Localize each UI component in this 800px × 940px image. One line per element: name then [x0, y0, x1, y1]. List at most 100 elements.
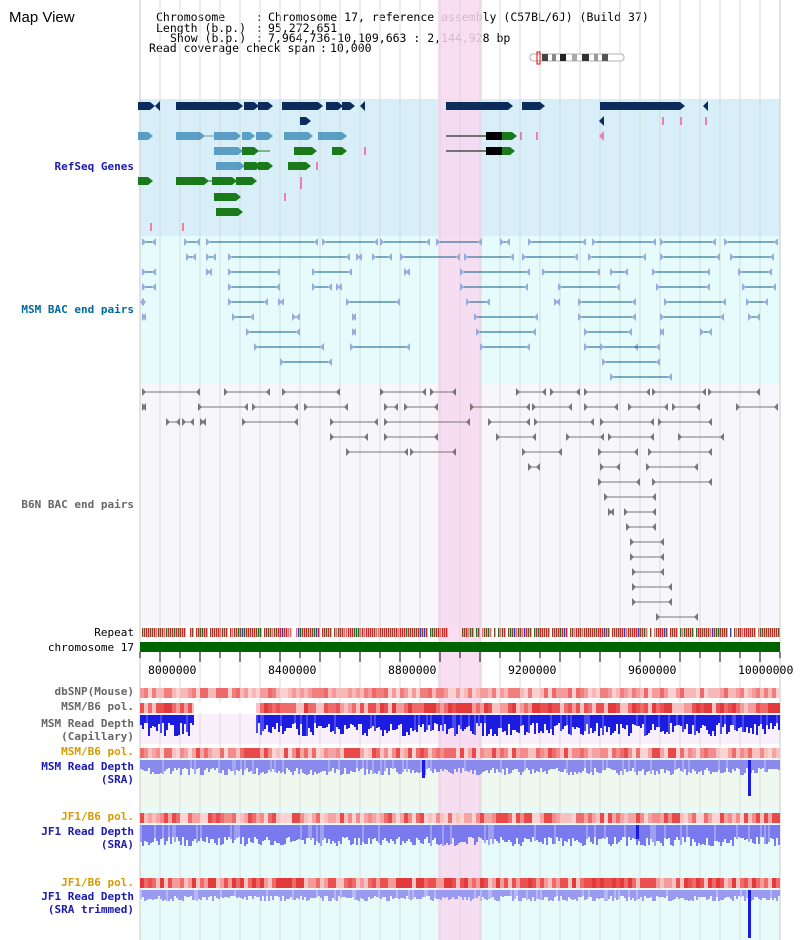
- read-depth-bar: [188, 760, 190, 775]
- polymorphism-cell: [768, 748, 772, 758]
- read-depth-bar: [408, 890, 410, 899]
- polymorphism-cell: [504, 703, 508, 713]
- read-depth-bar: [588, 760, 590, 774]
- polymorphism-cell: [192, 813, 196, 823]
- polymorphism-cell: [440, 748, 444, 758]
- read-depth-bar: [674, 890, 676, 899]
- polymorphism-cell: [632, 813, 636, 823]
- read-depth-bar: [514, 890, 516, 899]
- polymorphism-cell: [452, 813, 456, 823]
- polymorphism-cell: [300, 748, 304, 758]
- bac-end: [630, 553, 634, 561]
- read-depth-bar: [412, 825, 414, 845]
- gene-marker: [284, 193, 286, 201]
- polymorphism-cell: [272, 878, 276, 888]
- chromosome-ideogram[interactable]: [528, 51, 628, 65]
- track-label-msm-b6-pol-1: MSM/B6 pol.: [61, 700, 134, 713]
- polymorphism-cell: [324, 878, 328, 888]
- gene-arrow: [238, 147, 243, 155]
- read-depth-bar: [774, 715, 776, 726]
- read-depth-bar: [144, 890, 146, 901]
- polymorphism-cell: [324, 748, 328, 758]
- read-depth-bar: [692, 825, 694, 839]
- read-depth-bar: [602, 825, 604, 838]
- read-depth-bar: [632, 760, 634, 768]
- read-depth-bar: [362, 890, 364, 899]
- read-depth-bar: [394, 715, 396, 730]
- track-label-jf1-depth-sra-sub: (SRA): [100, 838, 134, 851]
- read-depth-bar: [362, 760, 364, 768]
- read-depth-bar: [410, 760, 412, 773]
- polymorphism-cell: [636, 688, 640, 698]
- polymorphism-cell: [356, 703, 360, 713]
- read-depth-bar: [200, 760, 202, 775]
- polymorphism-cell: [240, 748, 244, 758]
- read-depth-bar: [328, 890, 330, 901]
- read-depth-bar: [600, 890, 602, 898]
- show-label: Show (b.p.): [170, 31, 247, 45]
- polymorphism-cell: [336, 688, 340, 698]
- read-depth-bar: [140, 890, 142, 899]
- repeat-feature: [582, 628, 584, 637]
- read-depth-bar: [234, 825, 236, 840]
- polymorphism-cell: [748, 703, 752, 713]
- polymorphism-cell: [312, 703, 316, 713]
- repeat-feature: [754, 628, 756, 637]
- bac-end: [660, 238, 664, 246]
- read-depth-bar: [520, 760, 522, 775]
- polymorphism-cell: [284, 878, 288, 888]
- polymorphism-cell: [560, 688, 564, 698]
- read-depth-bar: [612, 760, 614, 770]
- bac-end: [358, 253, 362, 261]
- polymorphism-cell: [452, 748, 456, 758]
- repeat-feature: [350, 628, 352, 637]
- polymorphism-cell: [768, 688, 772, 698]
- polymorphism-cell: [548, 703, 552, 713]
- read-depth-bar: [226, 760, 228, 775]
- polymorphism-cell: [768, 813, 772, 823]
- polymorphism-cell: [168, 688, 172, 698]
- polymorphism-cell: [544, 878, 548, 888]
- read-depth-bar: [304, 825, 306, 844]
- polymorphism-cell: [552, 748, 556, 758]
- bac-end: [524, 283, 528, 291]
- bac-end: [466, 418, 470, 426]
- polymorphism-cell: [556, 878, 560, 888]
- bac-end: [660, 328, 664, 336]
- polymorphism-cell: [272, 703, 276, 713]
- read-depth-bar: [626, 760, 628, 772]
- read-depth-bar: [656, 715, 658, 727]
- read-depth-bar: [658, 825, 660, 841]
- polymorphism-cell: [704, 703, 708, 713]
- read-depth-bar: [472, 825, 474, 838]
- read-depth-bar: [466, 825, 468, 844]
- read-depth-bar: [486, 890, 488, 900]
- read-depth-bar: [424, 890, 426, 897]
- read-depth-bar: [662, 760, 664, 769]
- read-depth-bar: [268, 760, 270, 770]
- polymorphism-cell: [692, 703, 696, 713]
- polymorphism-cell: [532, 688, 536, 698]
- polymorphism-cell: [360, 688, 364, 698]
- read-depth-bar: [704, 715, 706, 726]
- read-depth-bar: [478, 825, 480, 837]
- polymorphism-cell: [552, 813, 556, 823]
- read-depth-bar: [272, 890, 274, 900]
- repeat-feature: [314, 628, 316, 637]
- repeat-feature: [266, 628, 268, 637]
- read-depth-bar: [356, 890, 358, 900]
- read-depth-bar: [346, 715, 348, 729]
- read-depth-bar: [582, 715, 584, 735]
- bac-end: [198, 403, 202, 411]
- read-depth-bar: [698, 890, 700, 897]
- read-depth-bar: [642, 715, 644, 724]
- bac-end: [694, 463, 698, 471]
- polymorphism-cell: [744, 748, 748, 758]
- read-depth-bar: [354, 890, 356, 900]
- polymorphism-cell: [384, 688, 388, 698]
- read-depth-bar: [310, 825, 312, 840]
- polymorphism-cell: [640, 688, 644, 698]
- polymorphism-cell: [492, 878, 496, 888]
- read-depth-bar: [206, 825, 208, 837]
